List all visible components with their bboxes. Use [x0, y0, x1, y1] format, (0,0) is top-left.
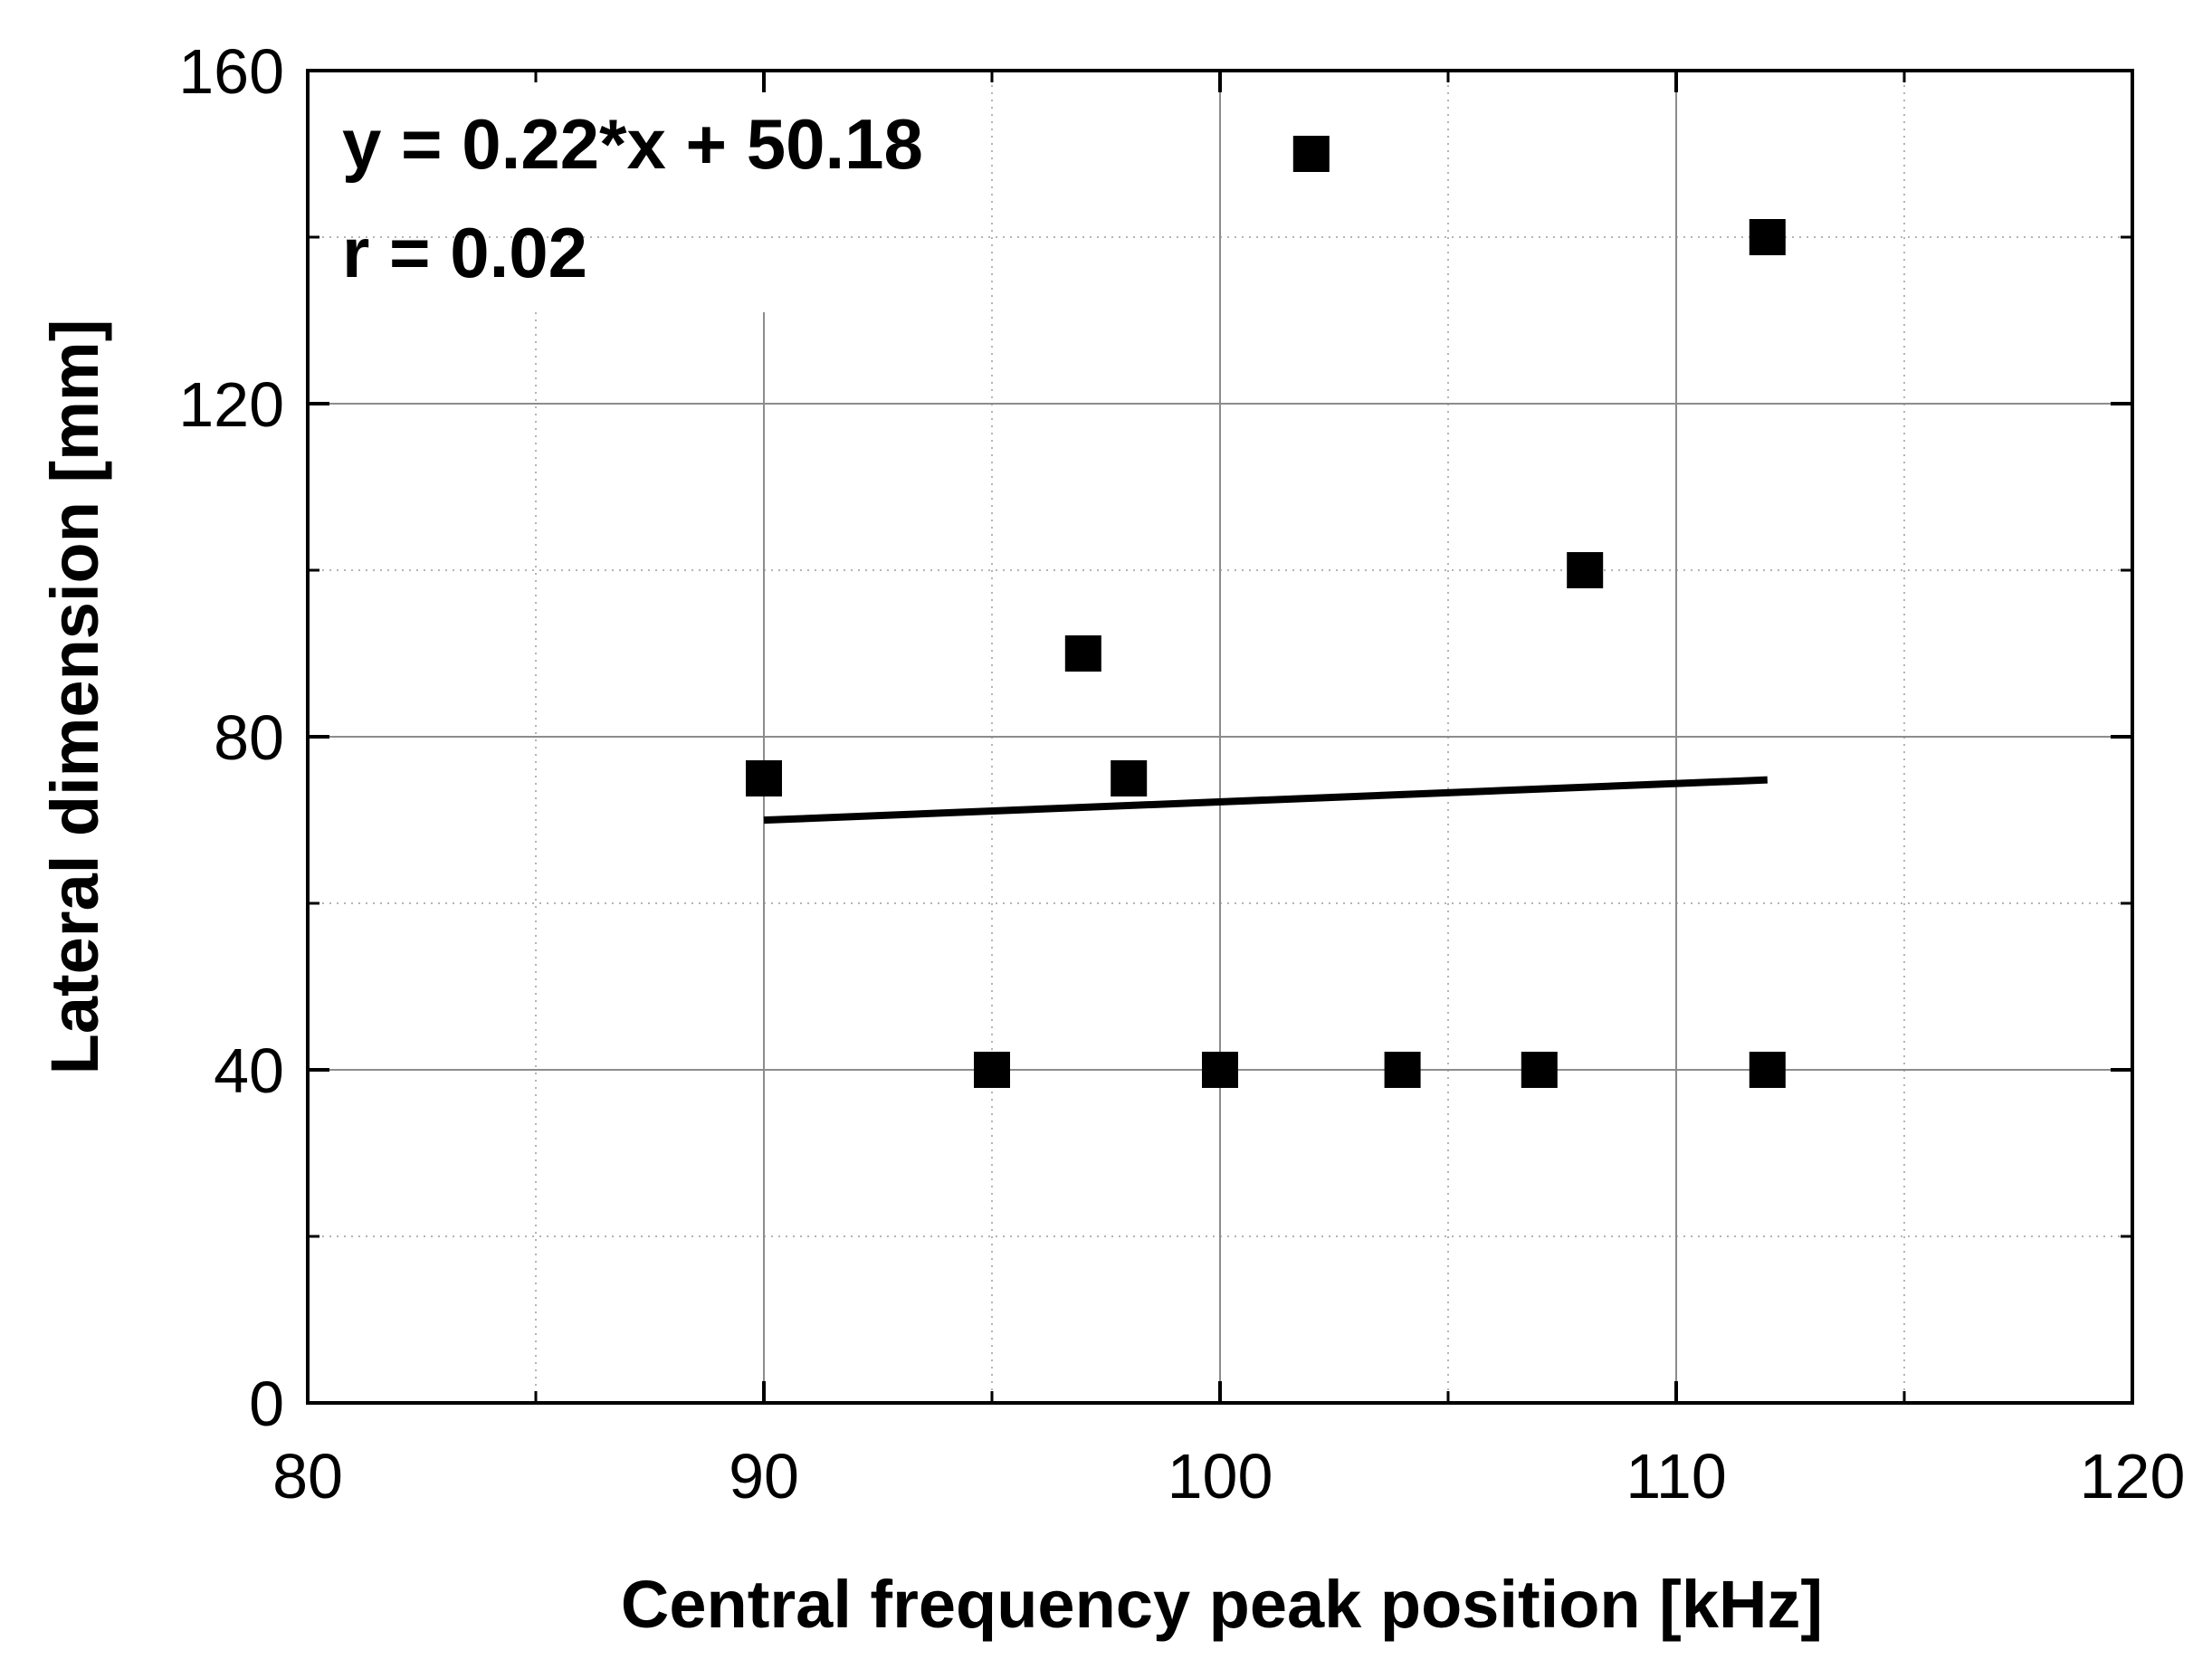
x-tick-label: 100 [1168, 1441, 1273, 1512]
data-point [1749, 1052, 1786, 1088]
annotation-correlation: r = 0.02 [342, 213, 587, 292]
data-point [1567, 552, 1604, 588]
data-point [1521, 1052, 1558, 1088]
data-point [1749, 219, 1786, 255]
fit-line [763, 776, 1768, 825]
y-axis-title: Lateral dimension [mm] [37, 319, 112, 1075]
data-point [1292, 136, 1330, 172]
data-point [1064, 635, 1101, 672]
fit-line-group [763, 776, 1768, 825]
tick-labels: 80 90 100 110 120 0 40 80 120 160 [178, 36, 2185, 1512]
x-axis-title: Central frequency peak position [kHz] [621, 1567, 1823, 1642]
x-tick-label: 120 [2080, 1441, 2186, 1512]
data-points [746, 136, 1786, 1088]
x-tick-label: 90 [729, 1441, 799, 1512]
data-point [1202, 1052, 1238, 1088]
annotation-equation: y = 0.22*x + 50.18 [342, 104, 923, 184]
x-tick-label: 80 [272, 1441, 343, 1512]
data-point [746, 760, 782, 796]
data-point [1384, 1052, 1421, 1088]
y-tick-label: 0 [249, 1369, 284, 1439]
data-point [1111, 760, 1148, 796]
y-tick-label: 160 [178, 36, 284, 107]
axis-ticks [306, 69, 2134, 1405]
y-tick-label: 80 [214, 702, 284, 773]
y-tick-label: 40 [214, 1035, 284, 1106]
data-point [974, 1052, 1010, 1088]
y-tick-label: 120 [178, 369, 284, 440]
grid [308, 71, 2132, 1403]
x-tick-label: 110 [1626, 1441, 1727, 1512]
